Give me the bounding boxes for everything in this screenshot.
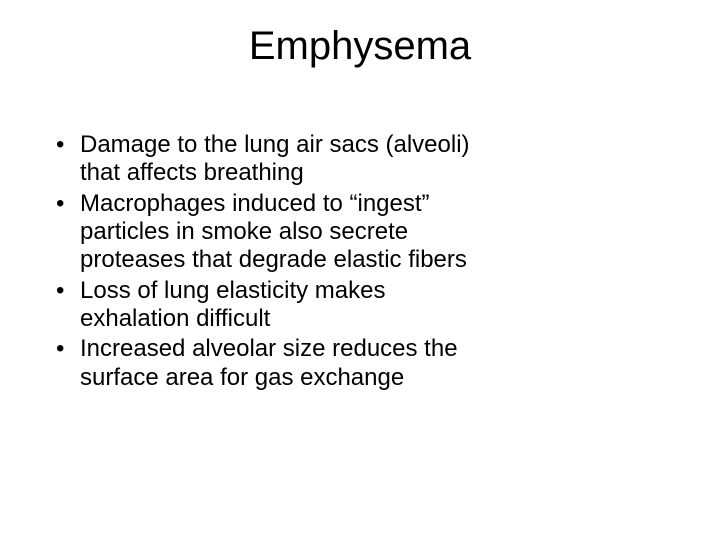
bullet-item: Macrophages induced to “ingest” particle…: [54, 190, 479, 275]
bullet-item: Increased alveolar size reduces the surf…: [54, 335, 479, 392]
bullet-item: Loss of lung elasticity makes exhalation…: [54, 277, 479, 334]
slide-title: Emphysema: [54, 24, 666, 69]
slide: Emphysema Damage to the lung air sacs (a…: [0, 0, 720, 540]
bullet-item: Damage to the lung air sacs (alveoli) th…: [54, 131, 479, 188]
bullet-list: Damage to the lung air sacs (alveoli) th…: [54, 131, 479, 392]
slide-content: Damage to the lung air sacs (alveoli) th…: [54, 131, 479, 392]
